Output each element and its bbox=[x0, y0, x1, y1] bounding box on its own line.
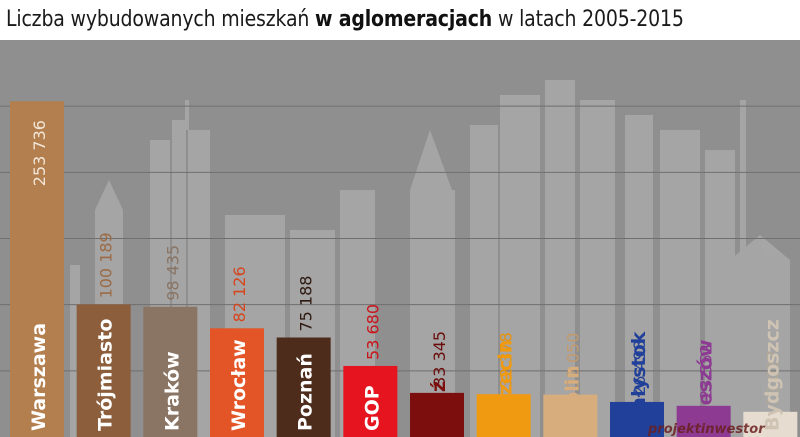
chart-title-bold: w aglomeracjach bbox=[315, 7, 493, 32]
value-label-1: 100 189 bbox=[97, 232, 116, 298]
category-label-2: Kraków bbox=[161, 351, 183, 431]
value-label-11: 19 027 bbox=[763, 350, 782, 406]
category-label-10: Rzeszów bbox=[695, 339, 717, 431]
value-labels: 253 736 100 189 98 435 82 126 75 188 53 680 33… bbox=[30, 120, 782, 406]
bar-4 bbox=[276, 337, 331, 437]
category-label-9: Białystok bbox=[628, 331, 650, 431]
category-label-8: Lublin bbox=[561, 365, 583, 431]
value-label-9: 26 498 bbox=[630, 340, 649, 396]
value-label-5: 53 680 bbox=[363, 304, 382, 360]
bar-2 bbox=[143, 306, 198, 437]
bar-8 bbox=[543, 394, 598, 437]
bar-7 bbox=[476, 394, 531, 437]
category-label-6: Łódź bbox=[428, 381, 450, 432]
bar-chart: 253 736 100 189 98 435 82 126 75 188 53 680 33… bbox=[0, 40, 800, 437]
bar-9 bbox=[610, 401, 664, 437]
value-label-3: 82 126 bbox=[230, 266, 249, 322]
bar-6 bbox=[410, 392, 464, 437]
category-label-0: Warszawa bbox=[28, 323, 50, 431]
chart-title-part2: w latach 2005-2015 bbox=[492, 7, 684, 32]
chart-title-part1: Liczba wybudowanych mieszkań bbox=[6, 7, 316, 32]
bar-10 bbox=[676, 405, 731, 437]
bars bbox=[10, 101, 798, 437]
category-label-1: Trójmiasto bbox=[95, 319, 117, 431]
value-label-7: 32 378 bbox=[497, 332, 516, 388]
value-label-10: 23 552 bbox=[697, 344, 716, 400]
value-label-6: 33 345 bbox=[430, 331, 449, 387]
category-label-5: GOP bbox=[361, 385, 383, 431]
watermark: projektinwestor bbox=[647, 422, 766, 437]
gridlines bbox=[0, 105, 800, 372]
category-label-3: Wrocław bbox=[228, 339, 250, 431]
bar-5 bbox=[343, 365, 398, 437]
chart-title: Liczba wybudowanych mieszkań w aglomerac… bbox=[6, 3, 684, 37]
bar-1 bbox=[76, 304, 131, 437]
bar-0 bbox=[10, 101, 64, 437]
value-label-4: 75 188 bbox=[297, 276, 316, 332]
value-label-0: 253 736 bbox=[30, 120, 49, 186]
category-label-4: Poznań bbox=[295, 353, 317, 431]
bar-11 bbox=[743, 411, 798, 437]
category-label-7: Szczecin bbox=[495, 340, 517, 431]
category-labels: Warszawa Trójmiasto Kraków Wrocław Poznań GOP… bbox=[28, 319, 783, 432]
category-label-11: Bydgoszcz bbox=[761, 319, 783, 431]
value-label-8: 32 050 bbox=[563, 333, 582, 389]
value-label-2: 98 435 bbox=[163, 245, 182, 301]
bar-3 bbox=[210, 328, 264, 437]
